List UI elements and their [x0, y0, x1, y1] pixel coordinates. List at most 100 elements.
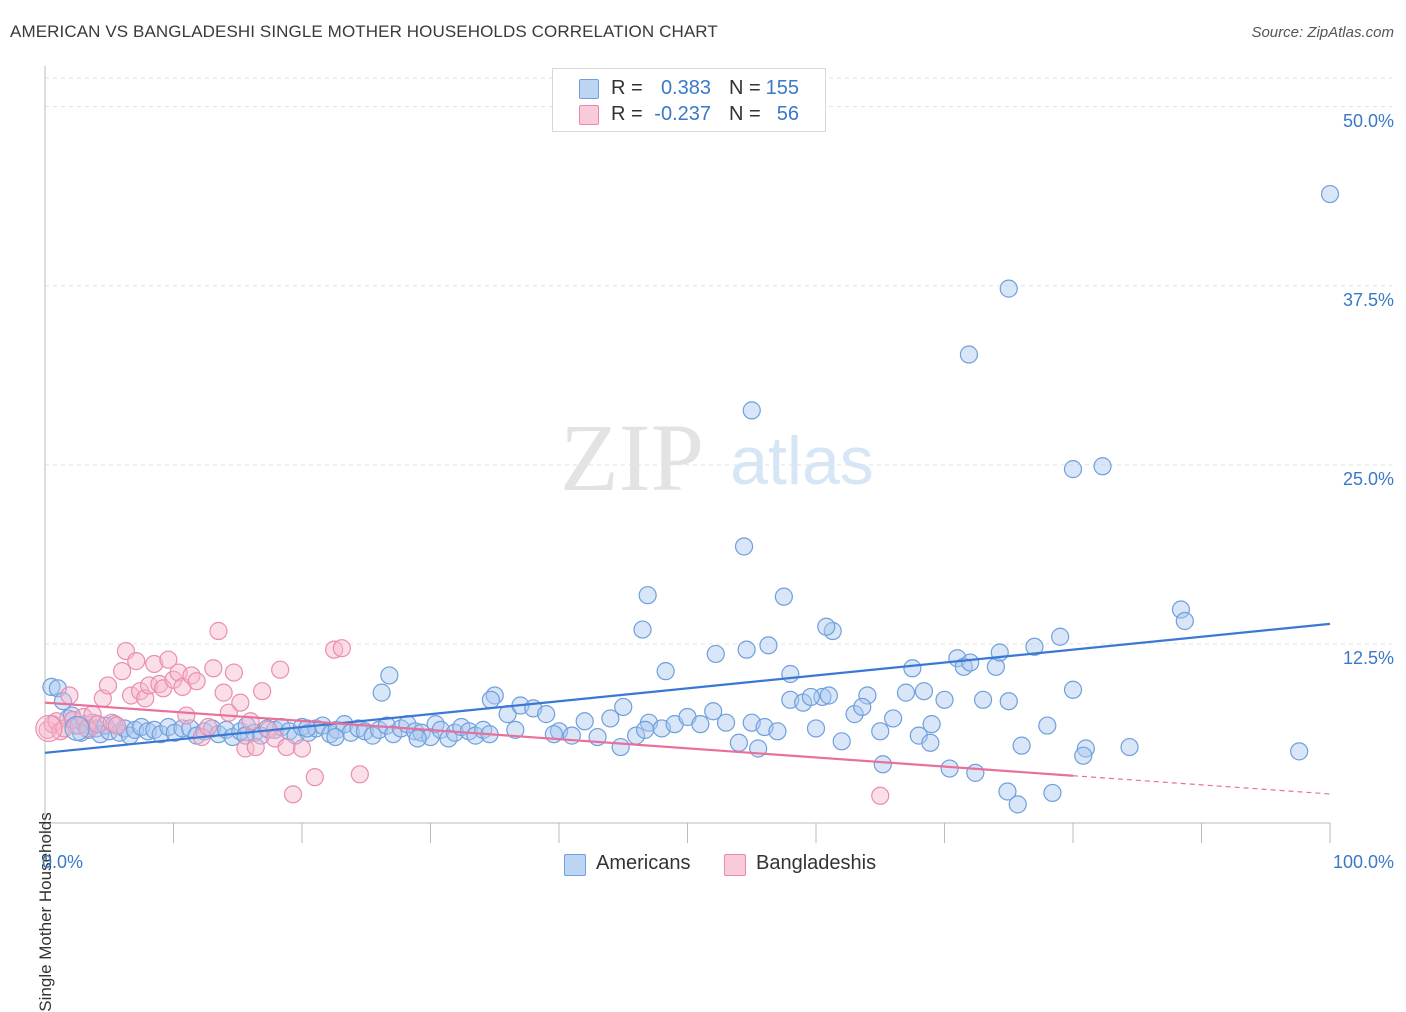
- legend-n-label: N =: [729, 77, 761, 99]
- y-tick-label: 25.0%: [1342, 468, 1394, 489]
- american-point: [638, 586, 657, 605]
- american-point: [614, 697, 633, 717]
- bangladeshi-point: [127, 652, 146, 671]
- american-point: [883, 709, 903, 728]
- american-point: [832, 732, 851, 751]
- american-point: [1171, 600, 1191, 619]
- american-point: [999, 692, 1018, 711]
- legend-row-americans: R = 0.383 N = 155: [553, 75, 825, 101]
- american-point: [1051, 627, 1070, 646]
- american-point: [1320, 184, 1340, 204]
- bangladeshi-point: [241, 712, 260, 731]
- x-tick-label: 100.0%: [1332, 852, 1394, 872]
- bangladeshi-point: [332, 639, 351, 658]
- american-point: [326, 727, 345, 747]
- american-point: [706, 644, 725, 664]
- bangladeshi-point: [271, 660, 290, 679]
- legend-row-bangladeshis: R = -0.237 N = 56: [553, 101, 825, 127]
- bangladeshis-label: Bangladeshis: [756, 852, 877, 874]
- american-point: [896, 683, 916, 702]
- american-point: [575, 712, 594, 731]
- bangladeshi-point: [177, 706, 196, 725]
- american-point: [633, 620, 652, 639]
- x-tick-label: 0.0%: [42, 852, 84, 872]
- american-point: [873, 755, 892, 774]
- americans-swatch: [564, 854, 586, 876]
- american-point: [1025, 637, 1044, 656]
- american-point: [914, 682, 934, 701]
- bangladeshi-point: [102, 713, 121, 732]
- american-point: [426, 715, 445, 734]
- bangladeshi-point: [292, 739, 312, 758]
- american-point: [909, 726, 928, 745]
- bangladeshi-point: [325, 640, 344, 659]
- bangladeshi-point: [64, 710, 83, 729]
- american-point: [959, 345, 979, 364]
- american-point: [1093, 457, 1112, 476]
- bangladeshi-point: [182, 666, 201, 685]
- american-point: [921, 733, 940, 752]
- american-point: [935, 690, 954, 709]
- trend-lines: [44, 622, 1331, 795]
- american-point: [999, 279, 1018, 298]
- source-label: Source: ZipAtlas.com: [1251, 24, 1394, 41]
- bangladeshi-point: [35, 714, 63, 743]
- bangladeshi-point: [187, 672, 206, 691]
- american-point: [704, 702, 723, 721]
- american-point: [635, 720, 655, 739]
- american-point: [64, 715, 90, 742]
- bangladeshi-point: [112, 662, 132, 681]
- bangladeshi-point: [107, 716, 127, 735]
- american-point: [973, 690, 993, 709]
- american-point: [506, 720, 525, 739]
- american-point: [1038, 716, 1057, 735]
- americans-trend-line: [44, 622, 1331, 754]
- american-point: [380, 666, 399, 685]
- american-point: [1120, 737, 1139, 757]
- bangladeshi-point: [253, 682, 272, 701]
- legend-r-value: 0.383: [660, 77, 711, 99]
- american-point: [1063, 680, 1083, 699]
- american-point: [1043, 783, 1062, 803]
- bangladeshis-trend-line: [44, 701, 1074, 777]
- chart-title: AMERICAN VS BANGLADESHI SINGLE MOTHER HO…: [10, 22, 718, 41]
- american-point: [817, 617, 836, 636]
- bangladeshi-point: [121, 686, 141, 705]
- american-point: [922, 715, 941, 734]
- american-point: [903, 659, 922, 678]
- bangladeshi-point: [350, 765, 369, 784]
- american-point: [966, 763, 985, 782]
- bangladeshi-point: [159, 650, 178, 669]
- american-point: [871, 722, 890, 741]
- american-point: [611, 737, 630, 757]
- american-point: [372, 683, 391, 702]
- bangladeshi-point: [214, 683, 233, 702]
- bangladeshi-point: [871, 786, 890, 805]
- legend-n-value: 56: [776, 103, 799, 125]
- american-point: [853, 697, 872, 717]
- american-point: [1063, 460, 1083, 479]
- american-point: [998, 782, 1017, 801]
- legend-r-label: R =: [611, 77, 643, 99]
- y-tick-label: 37.5%: [1342, 289, 1394, 310]
- bangladeshi-point: [145, 654, 164, 674]
- american-point: [734, 537, 754, 556]
- watermark: ZIP atlas: [560, 404, 874, 511]
- american-point: [806, 719, 826, 738]
- legend-swatch-americans: [579, 79, 599, 99]
- american-point: [1074, 746, 1093, 765]
- american-point: [774, 587, 793, 606]
- bangladeshis-swatch: [724, 854, 746, 876]
- bangladeshis-trend-extension: [1072, 775, 1331, 795]
- legend-r-label: R =: [611, 103, 643, 125]
- american-point: [819, 686, 838, 705]
- american-point: [408, 729, 427, 748]
- legend-n-label: N =: [729, 103, 761, 125]
- americans-label: Americans: [596, 852, 691, 874]
- bangladeshi-point: [283, 785, 303, 804]
- american-point: [801, 687, 820, 707]
- american-point: [1290, 742, 1309, 761]
- data-points: [35, 184, 1340, 814]
- bangladeshi-point: [246, 737, 265, 757]
- y-tick-label: 50.0%: [1342, 110, 1394, 131]
